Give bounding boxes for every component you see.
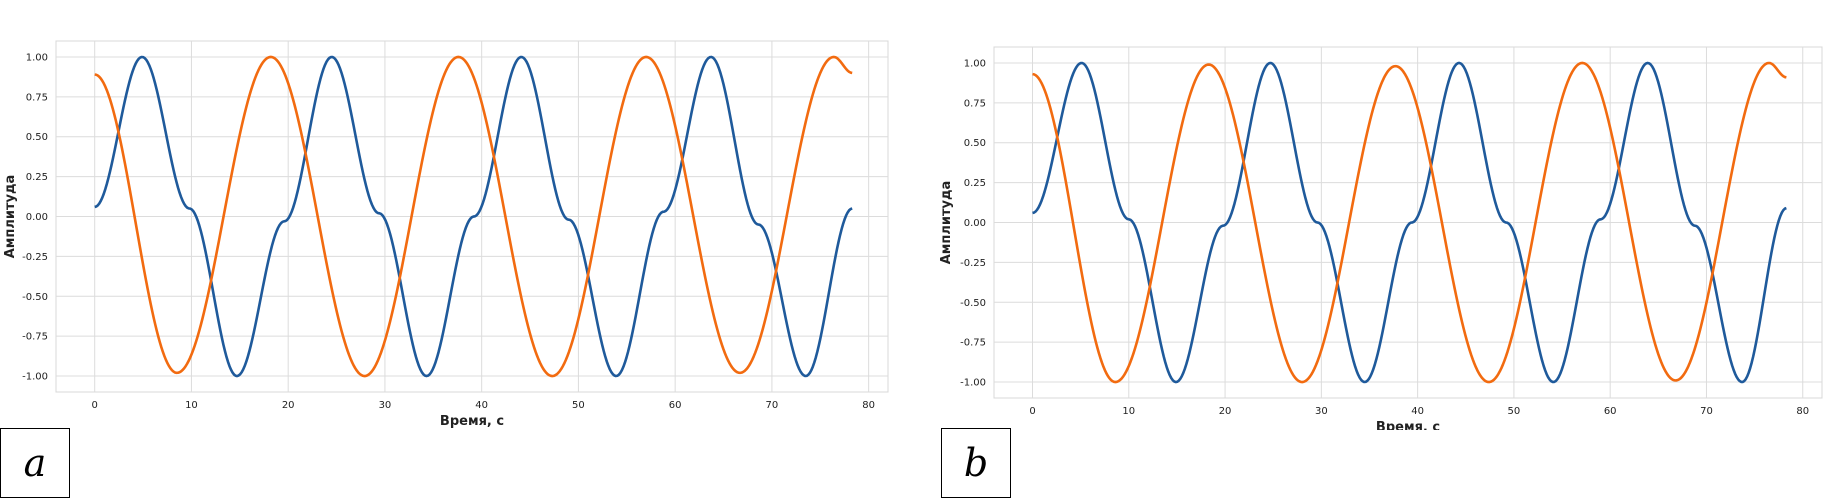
x-tick-label: 30 [379,400,392,411]
y-tick-label: 0.50 [964,138,986,149]
x-axis-title: Время, с [440,414,504,429]
y-tick-label: -1.00 [22,372,48,383]
x-tick-label: 50 [1508,406,1521,417]
x-axis-title: Время, с [1376,420,1440,430]
chart-b: 0 10 20 30 40 50 60 70 80 -1.00 -0.75 -0.50 -0.25 0.0… [939,46,1823,430]
y-tick-label: 0.75 [964,98,986,109]
series-line-2 [1032,61,1787,384]
y-tick-label: -0.75 [960,338,986,349]
series-line-1 [94,55,853,378]
y-tick-label: 1.00 [26,52,48,63]
y-tick-label: 1.00 [964,58,986,69]
x-tick-label: 70 [1700,406,1713,417]
x-tick-label: 30 [1315,406,1328,417]
x-tick-label: 0 [92,400,98,411]
x-tick-label: 10 [185,400,198,411]
chart-a: 0 10 20 30 40 50 60 70 80 -1.00 -0.75 -0.50 -0.25 0.0… [3,40,889,429]
y-tick-label: 0.00 [26,212,48,223]
y-tick-label: -0.75 [22,332,48,343]
series-line-2 [94,55,853,378]
x-tick-label: 10 [1122,406,1135,417]
y-tick-label: -0.50 [960,298,986,309]
x-tick-label: 70 [766,400,779,411]
series-line-1 [1032,61,1787,384]
x-tick-label: 0 [1029,406,1035,417]
x-tick-label: 20 [1219,406,1232,417]
x-tick-label: 60 [1604,406,1617,417]
x-tick-label: 40 [475,400,488,411]
y-axis-title: Амплитуда [939,181,954,265]
x-tick-label: 80 [1796,406,1809,417]
y-tick-label: 0.00 [964,218,986,229]
y-tick-label: 0.25 [964,178,986,189]
y-tick-label: 0.25 [26,172,48,183]
y-axis-title: Амплитуда [3,175,18,259]
panel-label-a: a [0,428,70,498]
y-tick-label: -0.25 [22,252,48,263]
panel-label-b: b [941,428,1011,498]
x-tick-label: 20 [282,400,295,411]
x-tick-label: 50 [572,400,585,411]
x-tick-label: 40 [1411,406,1424,417]
y-tick-label: 0.50 [26,132,48,143]
y-tick-label: -0.25 [960,258,986,269]
x-tick-label: 60 [669,400,682,411]
y-tick-label: 0.75 [26,92,48,103]
x-tick-label: 80 [862,400,875,411]
y-tick-label: -0.50 [22,292,48,303]
y-tick-label: -1.00 [960,378,986,389]
